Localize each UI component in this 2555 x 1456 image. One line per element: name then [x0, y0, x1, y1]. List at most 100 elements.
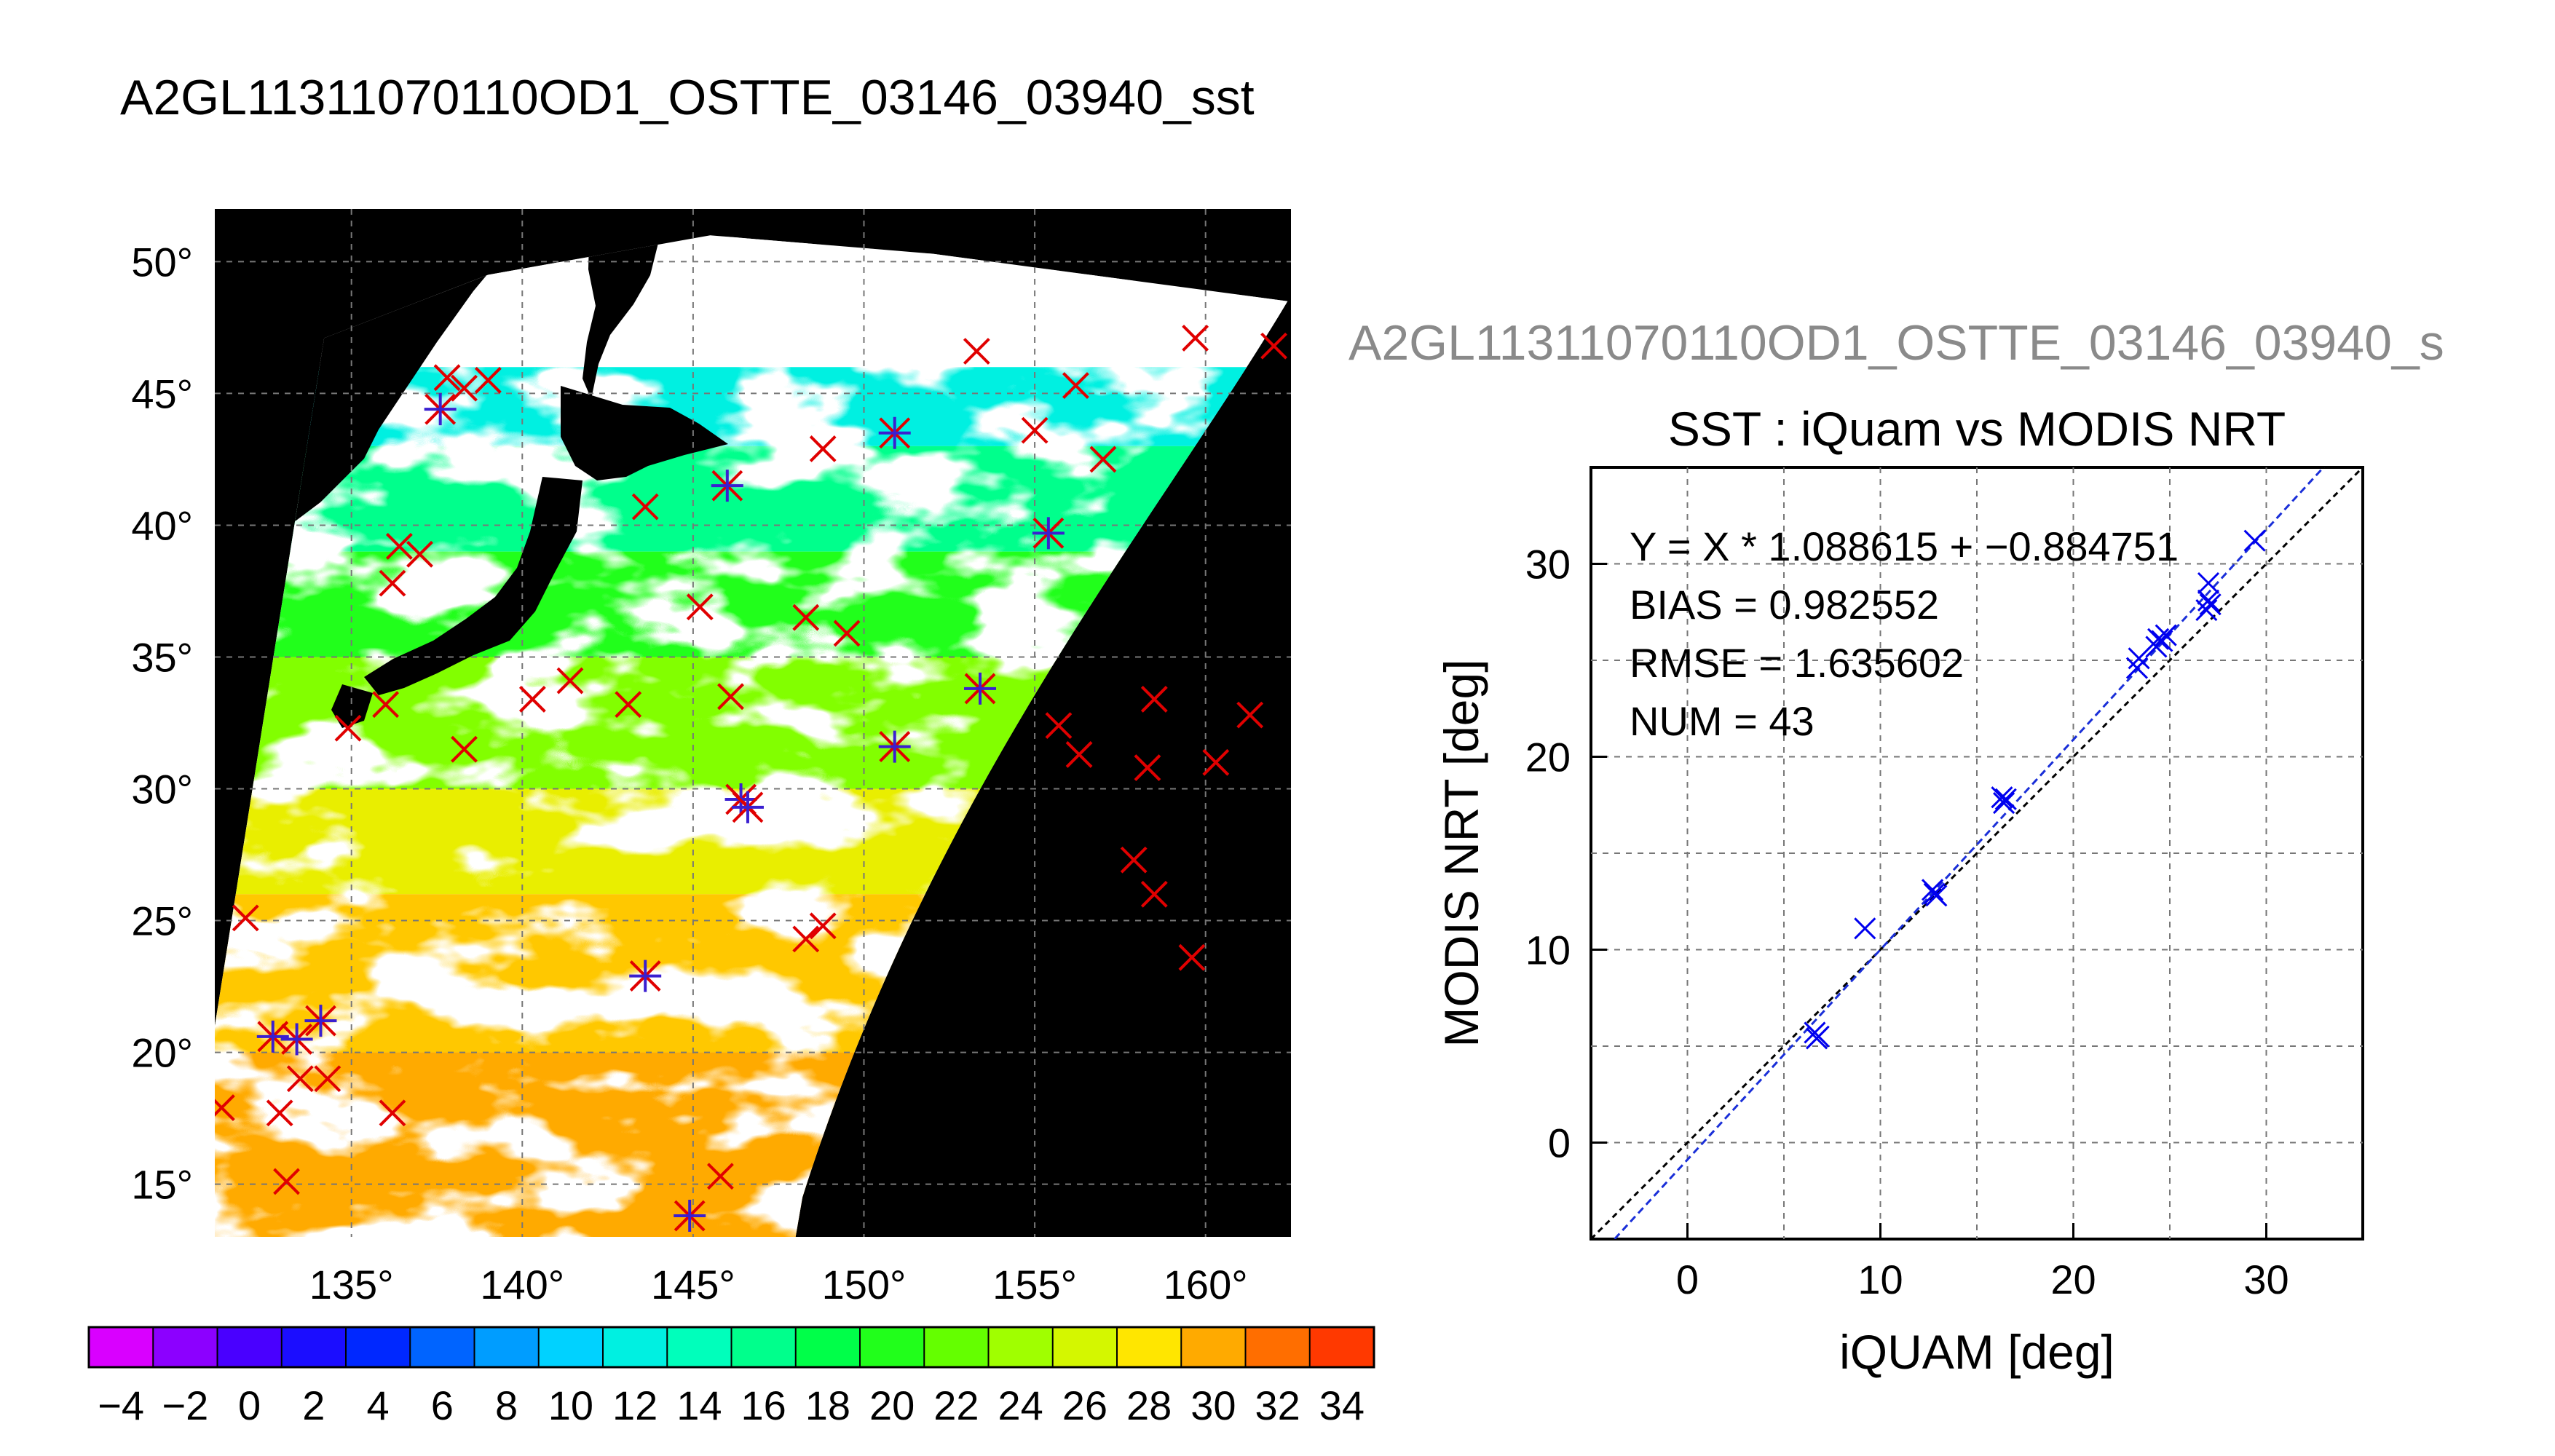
scatter-point [1991, 786, 2013, 809]
insitu-marker [1021, 416, 1049, 444]
matched-marker [1032, 517, 1065, 550]
colorbar-swatch [217, 1327, 283, 1367]
y-tick-label: 0 [1548, 1120, 1571, 1166]
colorbar-tick-label: −4 [98, 1382, 144, 1428]
insitu-marker [1062, 372, 1089, 399]
insitu-marker [406, 540, 433, 568]
scatter-gridlines [1591, 467, 2363, 1239]
matched-marker [964, 672, 997, 705]
kyushu-land [331, 684, 373, 728]
scatter-point [2155, 624, 2177, 646]
scatter-point [2197, 571, 2220, 595]
colorbar-swatch [860, 1327, 925, 1367]
scatter-point [2147, 628, 2170, 650]
matched-marker [280, 1023, 313, 1056]
scatter-point [2243, 529, 2266, 552]
colorbar-tick-label: 2 [302, 1382, 325, 1428]
insitu-marker [1120, 846, 1148, 874]
colorbar-tick-label: 14 [676, 1382, 722, 1428]
insitu-marker [792, 604, 820, 631]
colorbar-tick-label: 30 [1190, 1382, 1236, 1428]
insitu-marker [833, 620, 861, 647]
regression-line [1613, 467, 2326, 1239]
secondary-title: A2GL11311070110OD1_OSTTE_03146_03940_s [1348, 315, 2444, 371]
map-lon-ticks: 135° 140° 145° 150° 155° 160° [309, 1262, 1248, 1307]
insitu-marker [215, 1094, 235, 1122]
y-tick-label: 10 [1525, 927, 1571, 973]
sst-map: 15° 20° 25° 30° 35° 40° 45° 50° 135° 140° 145° 150… [131, 209, 1291, 1307]
insitu-marker [379, 1099, 406, 1127]
matched-marker [711, 470, 743, 502]
colorbar-tick-label: 20 [869, 1382, 915, 1428]
insitu-marker [717, 683, 744, 711]
lat-tick-label: 50° [131, 239, 193, 285]
insitu-marker [1260, 332, 1287, 360]
scatter-point [2199, 593, 2222, 616]
colorbar-swatch [795, 1327, 861, 1367]
lon-tick-label: 160° [1164, 1262, 1248, 1307]
colorbar-swatch [281, 1327, 347, 1367]
insitu-marker [792, 925, 820, 953]
colorbar-swatch [1245, 1327, 1311, 1367]
x-tick-label: 10 [1857, 1257, 1903, 1302]
lat-tick-label: 45° [131, 371, 193, 416]
num-stat: NUM = 43 [1630, 698, 1814, 744]
colorbar-tick-label: −2 [162, 1382, 208, 1428]
colorbar-swatch [731, 1327, 797, 1367]
colorbar-tick-label: 16 [741, 1382, 786, 1428]
colorbar-tick-label: 10 [548, 1382, 593, 1428]
insitu-marker [631, 493, 659, 521]
colorbar-swatch [924, 1327, 989, 1367]
colorbar-swatch [538, 1327, 604, 1367]
colorbar: −4 −2 0 2 4 6 8 10 12 14 16 18 20 22 24 26 28 30 32 34 [87, 1326, 1375, 1428]
rmse-stat: RMSE = 1.635602 [1630, 640, 1964, 686]
lon-tick-label: 155° [992, 1262, 1077, 1307]
colorbar-tick-label: 4 [367, 1382, 390, 1428]
scatter-points [1804, 529, 2266, 1050]
insitu-marker [286, 1065, 314, 1093]
insitu-marker [372, 691, 400, 719]
y-tick-label: 20 [1525, 735, 1571, 780]
insitu-marker [1182, 324, 1209, 352]
colorbar-ticks: −4 −2 0 2 4 6 8 10 12 14 16 18 20 22 24 26 28 30 32 34 [98, 1382, 1365, 1428]
colorbar-tick-label: 8 [495, 1382, 518, 1428]
scatter-ticks: 0 10 20 30 0 10 20 30 [1525, 542, 2289, 1303]
colorbar-tick-label: 12 [612, 1382, 657, 1428]
scatter-point [2195, 599, 2218, 622]
colorbar-tick-label: 32 [1255, 1382, 1300, 1428]
insitu-marker [273, 1168, 300, 1195]
lon-tick-label: 135° [309, 1262, 394, 1307]
lon-tick-label: 140° [480, 1262, 564, 1307]
colorbar-swatch [346, 1327, 411, 1367]
insitu-marker [615, 691, 642, 719]
insitu-marker [474, 366, 502, 394]
colorbar-tick-label: 0 [238, 1382, 261, 1428]
map-lat-ticks: 15° 20° 25° 30° 35° 40° 45° 50° [131, 239, 193, 1207]
colorbar-swatch [153, 1327, 218, 1367]
matched-marker [731, 791, 764, 823]
matched-marker [629, 960, 662, 992]
colorbar-swatch [988, 1327, 1054, 1367]
insitu-marker [379, 569, 406, 597]
colorbar-swatch [1309, 1327, 1375, 1367]
insitu-marker [451, 374, 478, 402]
scatter-point [1925, 885, 1948, 907]
insitu-marker [1202, 748, 1230, 776]
matched-marker [878, 416, 911, 449]
y-axis-label: MODIS NRT [deg] [1434, 659, 1488, 1047]
lon-tick-label: 150° [822, 1262, 907, 1307]
x-tick-label: 20 [2050, 1257, 2096, 1302]
colorbar-tick-label: 6 [431, 1382, 454, 1428]
insitu-marker [1140, 880, 1168, 908]
colorbar-frame [87, 1326, 1375, 1369]
insitu-marker [1236, 701, 1264, 729]
insitu-marker [334, 714, 362, 742]
matched-marker [674, 1200, 706, 1233]
scatter-point [2128, 647, 2150, 670]
matched-markers [256, 393, 1065, 1233]
insitu-marker [232, 904, 259, 932]
insitu-marker [385, 533, 413, 560]
insitu-marker [314, 1065, 341, 1093]
colorbar-swatch [410, 1327, 475, 1367]
